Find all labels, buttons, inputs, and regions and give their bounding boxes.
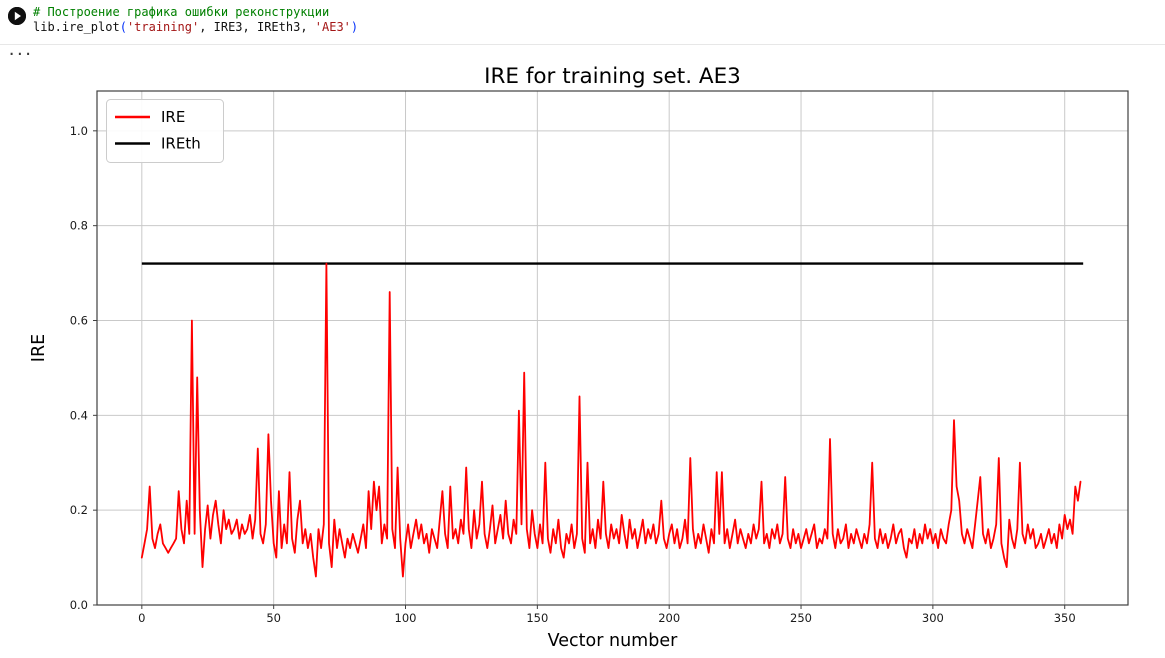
play-icon: [8, 7, 26, 25]
legend-ire-label: IRE: [161, 108, 185, 126]
code-token: # Построение графика ошибки реконструкци…: [33, 5, 330, 19]
y-tick-label: 0.2: [70, 503, 88, 517]
y-tick-label: 1.0: [70, 124, 88, 138]
line-chart: 0 50 100 150 200 250 300 350 0.0 0.2 0.4 0.6 0.8 1.0 I…: [29, 64, 1129, 651]
x-tick-label: 0: [138, 611, 145, 625]
legend-ireth-label: IREth: [161, 135, 201, 153]
y-tick-label: 0.4: [70, 408, 88, 422]
code-token: , IRE3, IREth3,: [199, 20, 315, 34]
x-tick-label: 200: [658, 611, 680, 625]
x-tick-label: 250: [790, 611, 812, 625]
code-token: (: [119, 20, 127, 34]
y-tick-label: 0.6: [70, 313, 88, 327]
y-tick-label: 0.0: [70, 598, 88, 612]
code-token: ): [350, 20, 359, 34]
x-tick-label: 150: [526, 611, 548, 625]
x-tick-label: 100: [395, 611, 417, 625]
chart-figure: 0 50 100 150 200 250 300 350 0.0 0.2 0.4 0.6 0.8 1.0 I…: [0, 58, 1165, 658]
code-token: 'training': [126, 20, 200, 34]
code-token: lib.ire_plot: [33, 20, 120, 34]
code-token: 'AE3': [314, 20, 351, 34]
y-axis-label: IRE: [29, 334, 49, 362]
code-editor[interactable]: # Построение графика ошибки реконструкци…: [33, 5, 358, 35]
plot-frame: [96, 90, 1129, 606]
run-cell-button[interactable]: [8, 7, 26, 25]
x-tick-label: 50: [266, 611, 281, 625]
code-line-1: # Построение графика ошибки реконструкци…: [33, 5, 358, 20]
x-axis-label: Vector number: [548, 631, 678, 651]
ire-line: [140, 262, 1082, 578]
collapsed-output-indicator[interactable]: ...: [8, 44, 33, 58]
x-tick-label: 300: [922, 611, 944, 625]
chart-title: IRE for training set. AE3: [484, 64, 741, 89]
code-line-2: lib.ire_plot('training', IRE3, IREth3, '…: [33, 20, 358, 35]
code-cell: # Построение графика ошибки реконструкци…: [0, 0, 1165, 45]
y-tick-label: 0.8: [70, 219, 88, 233]
legend-box: [106, 99, 224, 163]
x-tick-label: 350: [1054, 611, 1076, 625]
